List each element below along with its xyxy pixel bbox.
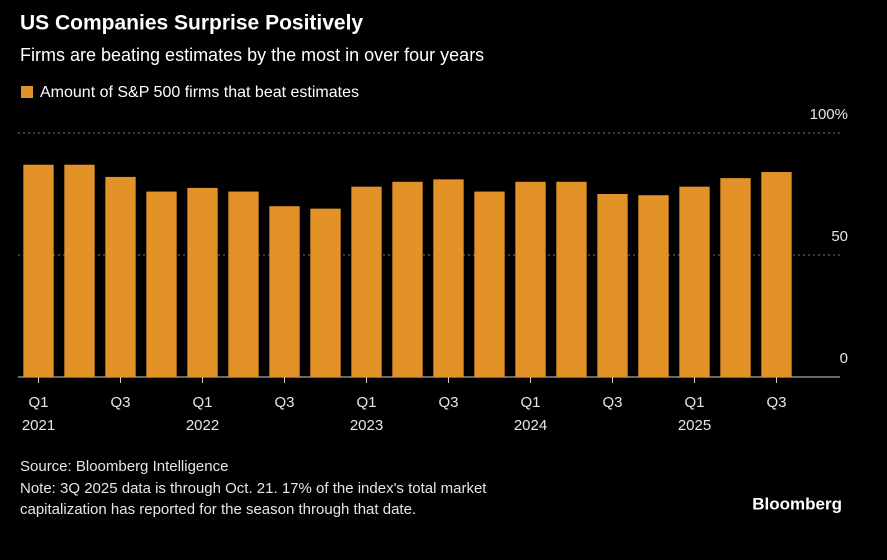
bar — [638, 195, 669, 377]
brand: Bloomberg — [752, 494, 842, 513]
x-tick-label: Q1 — [520, 394, 540, 411]
y-tick-label: 100% — [810, 106, 848, 123]
bar — [23, 164, 54, 377]
bar — [269, 206, 300, 377]
x-tick-label: Q3 — [110, 394, 130, 411]
x-tick-label: Q3 — [438, 394, 458, 411]
bar — [310, 208, 341, 377]
bar — [515, 181, 546, 377]
bar — [392, 181, 423, 377]
bar — [64, 164, 95, 377]
bar — [105, 176, 136, 377]
x-tick-label: Q3 — [602, 394, 622, 411]
y-tick-label: 50 — [831, 228, 848, 245]
bar — [187, 187, 218, 377]
x-year-label: 2024 — [514, 417, 547, 434]
bar — [597, 194, 628, 377]
bar — [228, 191, 259, 377]
x-year-label: 2023 — [350, 417, 383, 434]
x-tick-label: Q3 — [274, 394, 294, 411]
x-tick-label: Q3 — [766, 394, 786, 411]
chart-subtitle: Firms are beating estimates by the most … — [20, 45, 484, 65]
bar — [146, 191, 177, 377]
x-tick-label: Q1 — [192, 394, 212, 411]
x-year-label: 2021 — [22, 417, 55, 434]
source: Source: Bloomberg Intelligence — [20, 458, 228, 475]
legend-label: Amount of S&P 500 firms that beat estima… — [40, 84, 359, 101]
legend-swatch — [21, 86, 33, 98]
bar — [761, 172, 792, 377]
x-year-label: 2025 — [678, 417, 711, 434]
x-tick-label: Q1 — [356, 394, 376, 411]
bar — [679, 186, 710, 377]
bar — [556, 181, 587, 377]
x-tick-label: Q1 — [28, 394, 48, 411]
bar — [433, 179, 464, 377]
bar — [474, 191, 505, 377]
x-year-label: 2022 — [186, 417, 219, 434]
bar — [720, 178, 751, 377]
y-tick-label: 0 — [840, 350, 848, 367]
note: capitalization has reported for the seas… — [20, 501, 416, 518]
chart-title: US Companies Surprise Positively — [20, 12, 363, 35]
note: Note: 3Q 2025 data is through Oct. 21. 1… — [20, 480, 487, 497]
bar — [351, 186, 382, 377]
x-tick-label: Q1 — [684, 394, 704, 411]
